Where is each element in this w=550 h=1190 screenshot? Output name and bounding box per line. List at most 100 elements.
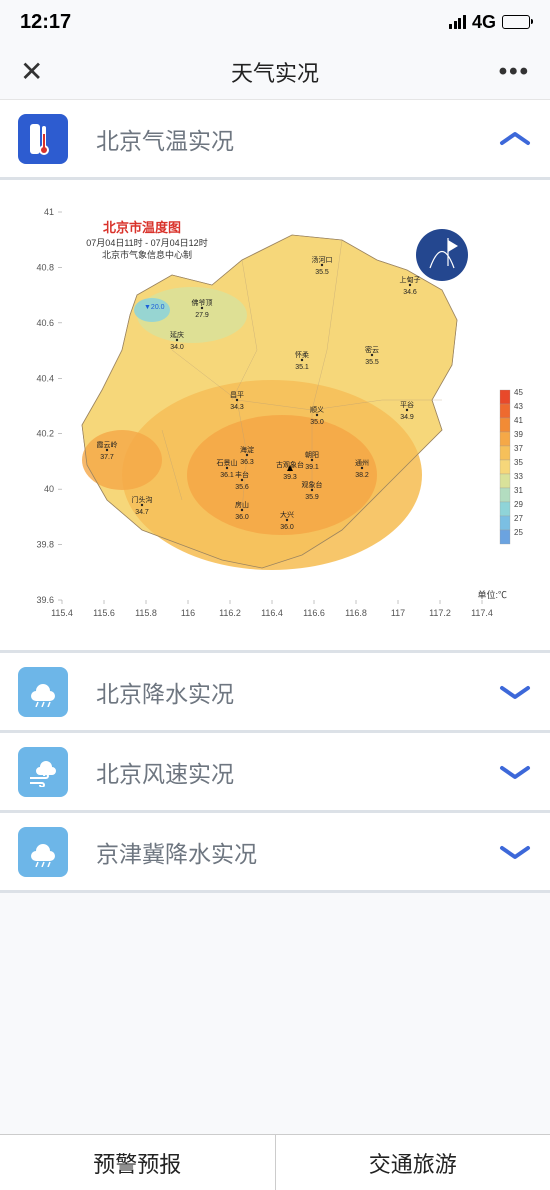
svg-text:石景山: 石景山 — [217, 458, 238, 467]
svg-text:116.2: 116.2 — [219, 608, 241, 618]
svg-text:27.9: 27.9 — [195, 312, 209, 319]
svg-text:116: 116 — [181, 608, 195, 618]
svg-text:40.4: 40.4 — [36, 373, 54, 383]
thermometer-icon — [18, 114, 68, 164]
status-time: 12:17 — [20, 11, 71, 34]
svg-text:35.9: 35.9 — [305, 494, 319, 501]
svg-text:117.4: 117.4 — [471, 608, 493, 618]
svg-text:39.8: 39.8 — [36, 540, 54, 550]
svg-text:116.8: 116.8 — [345, 608, 367, 618]
svg-text:115.4: 115.4 — [51, 608, 73, 618]
section-label: 京津冀降水实况 — [96, 835, 498, 869]
svg-text:117.2: 117.2 — [429, 608, 451, 618]
svg-text:延庆: 延庆 — [170, 330, 184, 339]
signal-icon — [449, 15, 466, 29]
temperature-map-panel: 41 40.8 40.6 40.4 40.2 40 39.8 39.6 115.4 115.6 11… — [0, 180, 550, 653]
section-label: 北京气温实况 — [96, 122, 498, 156]
svg-text:115.8: 115.8 — [135, 608, 157, 618]
rain-cloud-icon — [18, 827, 68, 877]
svg-text:35: 35 — [514, 458, 523, 467]
svg-text:37: 37 — [514, 444, 523, 453]
section-label: 北京降水实况 — [96, 675, 498, 709]
svg-text:36.1: 36.1 — [220, 472, 234, 479]
svg-text:40.8: 40.8 — [36, 262, 54, 272]
svg-text:▼20.0: ▼20.0 — [144, 304, 165, 311]
svg-text:海淀: 海淀 — [240, 445, 254, 454]
svg-text:35.5: 35.5 — [365, 359, 379, 366]
svg-text:45: 45 — [514, 388, 523, 397]
svg-text:40: 40 — [44, 484, 54, 494]
svg-text:34.6: 34.6 — [403, 289, 417, 296]
svg-text:36.0: 36.0 — [235, 514, 249, 521]
svg-text:北京市气象信息中心制: 北京市气象信息中心制 — [102, 249, 192, 260]
nav-bar: ✕ 天气实况 ••• — [0, 44, 550, 100]
rain-cloud-icon — [18, 667, 68, 717]
svg-text:观象台: 观象台 — [302, 480, 323, 489]
svg-text:40.6: 40.6 — [36, 318, 54, 328]
svg-text:39.3: 39.3 — [283, 474, 297, 481]
svg-text:115.6: 115.6 — [93, 608, 115, 618]
status-bar: 12:17 4G — [0, 0, 550, 44]
bottom-tabs: 预警预报 交通旅游 — [0, 1134, 550, 1190]
svg-text:116.6: 116.6 — [303, 608, 325, 618]
svg-text:31: 31 — [514, 486, 523, 495]
svg-text:41: 41 — [514, 416, 523, 425]
wind-cloud-icon — [18, 747, 68, 797]
svg-text:35.1: 35.1 — [295, 364, 309, 371]
section-header-wind[interactable]: 北京风速实况 — [0, 733, 550, 813]
svg-text:36.0: 36.0 — [280, 524, 294, 531]
svg-text:35.5: 35.5 — [315, 269, 329, 276]
svg-text:佛爷顶: 佛爷顶 — [192, 298, 213, 307]
svg-text:大兴: 大兴 — [280, 510, 294, 519]
tab-traffic-tourism[interactable]: 交通旅游 — [276, 1135, 550, 1190]
svg-text:27: 27 — [514, 514, 523, 523]
svg-text:平谷: 平谷 — [400, 400, 414, 409]
svg-text:单位:℃: 单位:℃ — [477, 589, 507, 600]
svg-text:33: 33 — [514, 472, 523, 481]
svg-text:39: 39 — [514, 430, 523, 439]
section-header-precipitation[interactable]: 北京降水实况 — [0, 653, 550, 733]
svg-text:密云: 密云 — [365, 345, 379, 354]
network-label: 4G — [472, 12, 496, 33]
svg-text:34.0: 34.0 — [170, 344, 184, 351]
svg-text:40.2: 40.2 — [36, 429, 54, 439]
svg-text:霞云岭: 霞云岭 — [97, 440, 118, 449]
chevron-down-icon — [498, 682, 532, 702]
svg-text:门头沟: 门头沟 — [132, 495, 153, 504]
battery-icon — [502, 15, 530, 29]
svg-text:34.9: 34.9 — [400, 414, 414, 421]
svg-text:116.4: 116.4 — [261, 608, 283, 618]
svg-text:上甸子: 上甸子 — [400, 275, 421, 284]
svg-text:117: 117 — [391, 608, 405, 618]
svg-text:37.7: 37.7 — [100, 454, 114, 461]
svg-text:35.0: 35.0 — [310, 419, 324, 426]
svg-text:43: 43 — [514, 402, 523, 411]
svg-text:35.6: 35.6 — [235, 484, 249, 491]
chevron-down-icon — [498, 842, 532, 862]
svg-text:07月04日11时 - 07月04日12时: 07月04日11时 - 07月04日12时 — [86, 237, 207, 248]
svg-text:北京市温度图: 北京市温度图 — [103, 220, 181, 235]
svg-text:丰台: 丰台 — [235, 470, 249, 479]
svg-text:34.3: 34.3 — [230, 404, 244, 411]
svg-text:25: 25 — [514, 528, 523, 537]
more-icon[interactable]: ••• — [499, 58, 530, 86]
svg-text:朝阳: 朝阳 — [305, 450, 319, 459]
svg-text:昌平: 昌平 — [230, 391, 244, 399]
chevron-up-icon — [498, 129, 532, 149]
close-icon[interactable]: ✕ — [20, 55, 43, 88]
section-header-temperature[interactable]: 北京气温实况 — [0, 100, 550, 180]
tab-warning-forecast[interactable]: 预警预报 — [0, 1135, 276, 1190]
svg-text:顺义: 顺义 — [310, 406, 324, 414]
section-header-jjj-precipitation[interactable]: 京津冀降水实况 — [0, 813, 550, 893]
svg-text:38.2: 38.2 — [355, 472, 369, 479]
svg-text:34.7: 34.7 — [135, 509, 149, 516]
svg-text:39.6: 39.6 — [36, 595, 54, 605]
svg-text:房山: 房山 — [235, 500, 249, 509]
svg-text:36.3: 36.3 — [240, 459, 254, 466]
chevron-down-icon — [498, 762, 532, 782]
svg-text:通州: 通州 — [355, 458, 369, 467]
page-title: 天气实况 — [231, 56, 319, 88]
beijing-temperature-map: 41 40.8 40.6 40.4 40.2 40 39.8 39.6 115.4 115.6 11… — [12, 200, 538, 640]
section-label: 北京风速实况 — [96, 755, 498, 789]
svg-text:汤河口: 汤河口 — [312, 255, 333, 264]
